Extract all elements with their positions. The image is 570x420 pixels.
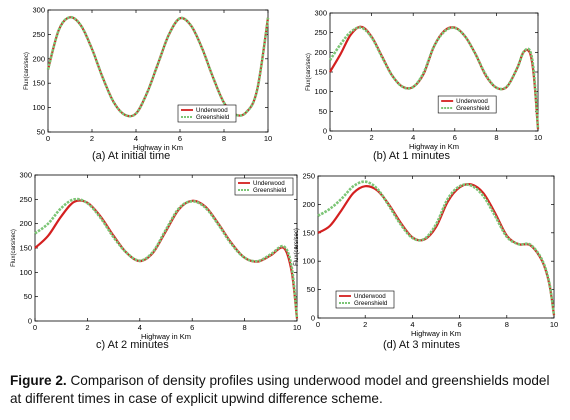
y-axis-label: Flux(cars/sec) — [11, 229, 17, 267]
y-tick-label: 250 — [314, 28, 327, 37]
plot-area — [329, 12, 539, 132]
legend-label-greenshield: Greenshield — [354, 300, 388, 307]
x-tick-label: 8 — [494, 133, 498, 142]
y-tick-label: 150 — [19, 244, 32, 253]
x-tick-label: 4 — [411, 133, 415, 142]
y-tick-label: 50 — [307, 285, 315, 294]
caption-label: Figure 2. — [10, 373, 67, 388]
y-tick-label: 200 — [302, 200, 315, 209]
legend-label-underwood: Underwood — [196, 107, 228, 114]
series-line-underwood — [317, 183, 556, 316]
y-tick-label: 250 — [19, 195, 32, 204]
x-tick-label: 4 — [134, 134, 138, 143]
series-line-greenshield — [34, 197, 299, 319]
x-tick-label: 10 — [534, 133, 542, 142]
y-tick-label: 50 — [319, 107, 327, 116]
x-tick-label: 0 — [46, 134, 50, 143]
series-line-greenshield — [317, 180, 556, 316]
x-tick-label: 6 — [178, 134, 182, 143]
panel-label-d: (d) At 3 minutes — [383, 339, 461, 351]
x-tick-label: 0 — [33, 323, 37, 332]
figure-caption: Figure 2. Comparison of density profiles… — [10, 372, 562, 408]
y-axis-label: Flux(cars/sec) — [294, 228, 300, 266]
y-tick-label: 0 — [323, 127, 327, 136]
y-axis-label: Flux(cars/sec) — [306, 53, 312, 91]
x-tick-label: 10 — [293, 323, 301, 332]
y-tick-label: 300 — [314, 9, 327, 18]
y-tick-label: 0 — [311, 314, 315, 323]
x-tick-label: 4 — [138, 323, 142, 332]
y-tick-label: 300 — [32, 6, 45, 15]
x-tick-label: 8 — [505, 320, 509, 329]
y-tick-label: 50 — [37, 128, 45, 137]
y-axis-label: Flux(cars/sec) — [24, 52, 30, 90]
x-tick-label: 6 — [453, 133, 457, 142]
y-tick-label: 200 — [314, 48, 327, 57]
caption-text: Comparison of density profiles using und… — [10, 373, 550, 406]
x-tick-label: 2 — [370, 133, 374, 142]
legend-label-greenshield: Greenshield — [253, 187, 287, 194]
y-tick-label: 250 — [32, 30, 45, 39]
y-tick-label: 300 — [19, 171, 32, 180]
chart-panel-0: 0 2 4 6 8 10 50 100 150 200 250 300 Highway in Km Flu… — [24, 6, 272, 153]
y-tick-label: 100 — [302, 257, 315, 266]
legend-label-greenshield: Greenshield — [456, 105, 490, 112]
legend-label-greenshield: Greenshield — [196, 114, 230, 121]
x-tick-label: 2 — [90, 134, 94, 143]
legend-label-underwood: Underwood — [354, 293, 386, 300]
x-tick-label: 2 — [363, 320, 367, 329]
x-axis-label: Highway in Km — [141, 332, 191, 341]
x-tick-label: 0 — [316, 320, 320, 329]
x-axis-label: Highway in Km — [409, 142, 459, 151]
plot-area — [34, 174, 298, 322]
x-tick-label: 6 — [190, 323, 194, 332]
y-tick-label: 150 — [314, 68, 327, 77]
series-line-greenshield — [46, 15, 270, 118]
y-tick-label: 100 — [19, 268, 32, 277]
y-tick-label: 250 — [302, 172, 315, 181]
y-tick-label: 0 — [28, 317, 32, 326]
x-tick-label: 10 — [550, 320, 558, 329]
x-tick-label: 2 — [85, 323, 89, 332]
y-tick-label: 150 — [302, 228, 315, 237]
x-tick-label: 6 — [458, 320, 462, 329]
panel-label-c: c) At 2 minutes — [96, 339, 169, 351]
legend-label-underwood: Underwood — [253, 180, 285, 187]
y-tick-label: 200 — [32, 54, 45, 63]
y-tick-label: 200 — [19, 219, 32, 228]
x-tick-label: 0 — [328, 133, 332, 142]
x-tick-label: 8 — [243, 323, 247, 332]
x-axis-label: Highway in Km — [411, 329, 461, 338]
y-tick-label: 50 — [24, 292, 32, 301]
y-tick-label: 150 — [32, 79, 45, 88]
y-tick-label: 100 — [32, 103, 45, 112]
x-tick-label: 4 — [410, 320, 414, 329]
x-tick-label: 8 — [222, 134, 226, 143]
x-axis-label: Highway in Km — [133, 143, 183, 152]
panel-label-a: (a) At initial time — [92, 150, 171, 162]
series-line-greenshield — [328, 26, 540, 130]
y-tick-label: 100 — [314, 87, 327, 96]
legend-label-underwood: Underwood — [456, 98, 488, 105]
panel-label-b: (b) At 1 minutes — [373, 150, 451, 162]
x-tick-label: 10 — [264, 134, 272, 143]
